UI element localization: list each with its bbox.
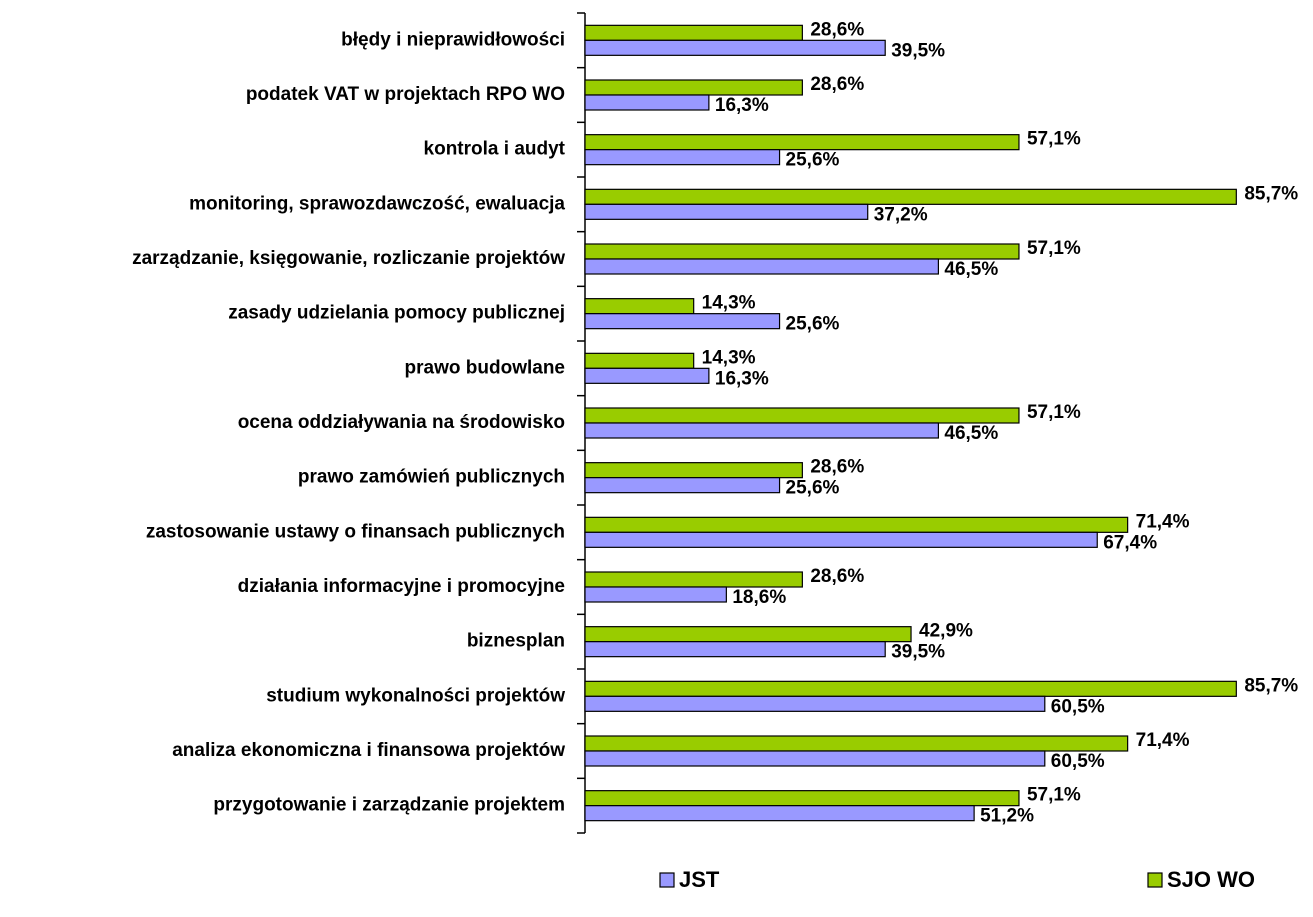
data-label: 37,2% [874, 204, 928, 225]
category-label: zasady udzielania pomocy publicznej [228, 303, 565, 324]
bar [584, 243, 1020, 260]
data-label: 85,7% [1244, 183, 1298, 204]
category-label: prawo budowlane [405, 357, 565, 378]
category-label: błędy i nieprawidłowości [341, 29, 565, 50]
data-label: 39,5% [891, 642, 945, 663]
category-label: działania informacyjne i promocyjne [238, 576, 565, 597]
category-label: studium wykonalności projektów [266, 685, 565, 706]
bar [584, 805, 975, 822]
data-label: 57,1% [1027, 402, 1081, 423]
data-label: 51,2% [980, 806, 1034, 827]
category-label: zarządzanie, księgowanie, rozliczanie pr… [132, 248, 565, 269]
bar [584, 750, 1046, 767]
bar [584, 477, 781, 494]
bar [584, 586, 727, 603]
bar [584, 407, 1020, 424]
data-label: 39,5% [891, 40, 945, 61]
bar [584, 516, 1129, 533]
category-label: biznesplan [467, 631, 565, 652]
bar [584, 313, 781, 330]
bar [584, 422, 939, 439]
data-label: 14,3% [702, 347, 756, 368]
data-label: 28,6% [810, 19, 864, 40]
data-label: 46,5% [944, 423, 998, 444]
bar [584, 149, 781, 166]
data-label: 60,5% [1051, 696, 1105, 717]
bar [584, 134, 1020, 151]
category-label: podatek VAT w projektach RPO WO [246, 84, 565, 105]
legend-label: SJO WO [1167, 867, 1255, 892]
bar [584, 641, 886, 658]
category-label: kontrola i audyt [424, 139, 566, 160]
bar [584, 367, 710, 384]
data-label: 25,6% [786, 150, 840, 171]
bar [584, 39, 886, 56]
legend-label: JST [679, 867, 720, 892]
bar [584, 790, 1020, 807]
bar [584, 79, 803, 96]
category-label: przygotowanie i zarządzanie projektem [213, 795, 565, 816]
data-label: 71,4% [1136, 730, 1190, 751]
category-label: monitoring, sprawozdawczość, ewaluacja [189, 193, 565, 214]
data-label: 46,5% [944, 259, 998, 280]
data-label: 25,6% [786, 478, 840, 499]
bar [584, 531, 1098, 548]
data-label: 57,1% [1027, 129, 1081, 150]
bar [584, 298, 695, 315]
bar [584, 94, 710, 111]
data-label: 85,7% [1244, 675, 1298, 696]
data-label: 57,1% [1027, 785, 1081, 806]
data-label: 57,1% [1027, 238, 1081, 259]
bar [584, 626, 912, 643]
category-label: zastosowanie ustawy o finansach publiczn… [146, 521, 565, 542]
legend-swatch [1147, 872, 1163, 888]
data-label: 28,6% [810, 566, 864, 587]
data-label: 14,3% [702, 293, 756, 314]
bar [584, 188, 1237, 205]
bar [584, 735, 1129, 752]
data-label: 16,3% [715, 95, 769, 116]
bar [584, 24, 803, 41]
bar [584, 571, 803, 588]
data-label: 28,6% [810, 457, 864, 478]
data-label: 16,3% [715, 368, 769, 389]
data-label: 71,4% [1136, 511, 1190, 532]
bar [584, 203, 869, 220]
category-label: prawo zamówień publicznych [298, 467, 565, 488]
category-label: analiza ekonomiczna i finansowa projektó… [172, 740, 565, 761]
legend-swatch [659, 872, 675, 888]
bar [584, 352, 695, 369]
data-label: 28,6% [810, 74, 864, 95]
data-label: 18,6% [732, 587, 786, 608]
bar [584, 258, 939, 275]
category-label: ocena oddziaływania na środowisko [238, 412, 565, 433]
bar [584, 695, 1046, 712]
data-label: 67,4% [1103, 532, 1157, 553]
data-label: 42,9% [919, 621, 973, 642]
bar [584, 462, 803, 479]
bar [584, 680, 1237, 697]
data-label: 60,5% [1051, 751, 1105, 772]
data-label: 25,6% [786, 314, 840, 335]
